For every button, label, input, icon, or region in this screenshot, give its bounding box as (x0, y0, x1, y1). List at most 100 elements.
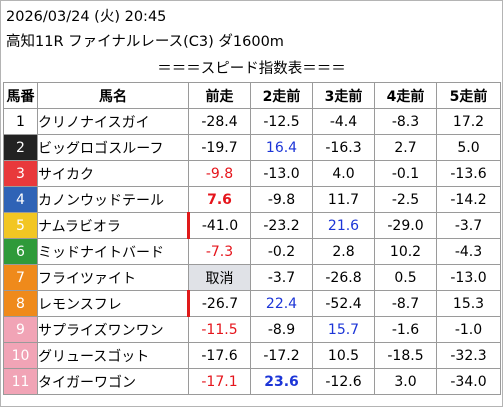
speed-index-cell: -8.9 (250, 316, 313, 343)
speed-index-cell: 2.8 (312, 238, 375, 265)
speed-index-cell: 22.4 (250, 290, 313, 317)
speed-index-cell: 11.7 (312, 186, 375, 213)
speed-index-cell: 16.4 (250, 134, 313, 161)
horse-number-badge: 1 (3, 108, 38, 135)
speed-index-cell: -13.6 (436, 160, 501, 187)
table-row: 9 サプライズワンワン -11.5 -8.9 15.7 -1.6 -1.0 (3, 316, 501, 343)
horse-name: ミッドナイトバード (37, 238, 189, 265)
speed-index-cell: -26.8 (312, 264, 375, 291)
speed-index-cell: -19.7 (188, 134, 251, 161)
speed-index-cell: -8.7 (374, 290, 437, 317)
horse-number-badge: 7 (3, 264, 38, 291)
horse-number-badge: 6 (3, 238, 38, 265)
horse-name: タイガーワゴン (37, 368, 189, 395)
horse-number-badge: 3 (3, 160, 38, 187)
table-row: 10 グリュースゴット -17.6 -17.2 10.5 -18.5 -32.3 (3, 342, 501, 369)
horse-number-badge: 9 (3, 316, 38, 343)
speed-index-cell: -13.0 (436, 264, 501, 291)
table-subtitle: ＝＝＝スピード指数表＝＝＝ (157, 61, 346, 77)
speed-index-cell: 10.2 (374, 238, 437, 265)
speed-index-cell: -12.6 (312, 368, 375, 395)
table-row: 5 ナムラビオラ -41.0 -23.2 21.6 -29.0 -3.7 (3, 212, 501, 239)
speed-index-cell: -1.0 (436, 316, 501, 343)
horse-name: カノンウッドテール (37, 186, 189, 213)
speed-index-cell: -7.3 (188, 238, 251, 265)
horse-number-badge: 10 (3, 342, 38, 369)
speed-index-cell: -3.7 (250, 264, 313, 291)
race-title: 高知11R ファイナルレース(C3) ダ1600m (6, 34, 284, 50)
column-header-last-race: 前走 (188, 82, 251, 109)
speed-index-cell: -18.5 (374, 342, 437, 369)
table-row: 6 ミッドナイトバード -7.3 -0.2 2.8 10.2 -4.3 (3, 238, 501, 265)
horse-name: レモンスフレ (37, 290, 189, 317)
table-row: 11 タイガーワゴン -17.1 23.6 -12.6 3.0 -34.0 (3, 368, 501, 395)
speed-index-cell: 取消 (188, 264, 251, 291)
speed-index-cell: 4.0 (312, 160, 375, 187)
table-row: 4 カノンウッドテール 7.6 -9.8 11.7 -2.5 -14.2 (3, 186, 501, 213)
speed-index-cell: -0.2 (250, 238, 313, 265)
speed-index-cell: -14.2 (436, 186, 501, 213)
column-header-2-races-ago: 2走前 (250, 82, 313, 109)
column-header-3-races-ago: 3走前 (312, 82, 375, 109)
speed-index-table: 馬番 馬名 前走 2走前 3走前 4走前 5走前 1 クリノナイスガイ -28.4-… (3, 82, 501, 395)
speed-index-cell: -34.0 (436, 368, 501, 395)
speed-index-cell: -11.5 (188, 316, 251, 343)
speed-index-cell: 15.7 (312, 316, 375, 343)
speed-index-cell: -17.2 (250, 342, 313, 369)
speed-index-cell: -4.3 (436, 238, 501, 265)
horse-number-badge: 4 (3, 186, 38, 213)
horse-name: ビッグロゴスルーフ (37, 134, 189, 161)
horse-name: グリュースゴット (37, 342, 189, 369)
speed-index-cell: -29.0 (374, 212, 437, 239)
speed-index-cell: -41.0 (187, 212, 251, 239)
speed-index-cell: -9.8 (188, 160, 251, 187)
speed-index-cell: -32.3 (436, 342, 501, 369)
column-header-4-races-ago: 4走前 (374, 82, 437, 109)
speed-index-cell: 3.0 (374, 368, 437, 395)
speed-index-cell: 0.5 (374, 264, 437, 291)
speed-index-cell: -9.8 (250, 186, 313, 213)
speed-index-cell: -1.6 (374, 316, 437, 343)
speed-index-cell: -52.4 (312, 290, 375, 317)
speed-index-cell: -28.4 (188, 108, 251, 135)
column-header-5-races-ago: 5走前 (436, 82, 501, 109)
speed-index-cell: 10.5 (312, 342, 375, 369)
speed-index-cell: -13.0 (250, 160, 313, 187)
horse-number-badge: 8 (3, 290, 38, 317)
speed-index-cell: -23.2 (250, 212, 313, 239)
speed-index-cell: -26.7 (187, 290, 251, 317)
horse-name: ナムラビオラ (37, 212, 189, 239)
speed-index-cell: -0.1 (374, 160, 437, 187)
speed-index-cell: 5.0 (436, 134, 501, 161)
horse-name: サプライズワンワン (37, 316, 189, 343)
horse-name: フライツァイト (37, 264, 189, 291)
speed-index-cell: 7.6 (188, 186, 251, 213)
table-row: 7 フライツァイト 取消 -3.7 -26.8 0.5 -13.0 (3, 264, 501, 291)
table-row: 8 レモンスフレ -26.7 22.4 -52.4 -8.7 15.3 (3, 290, 501, 317)
speed-index-cell: 2.7 (374, 134, 437, 161)
speed-index-cell: -2.5 (374, 186, 437, 213)
speed-index-cell: 23.6 (250, 368, 313, 395)
table-header-row: 馬番 馬名 前走 2走前 3走前 4走前 5走前 (3, 82, 501, 109)
speed-index-cell: -8.3 (374, 108, 437, 135)
speed-index-cell: -3.7 (436, 212, 501, 239)
column-header-number: 馬番 (3, 82, 38, 109)
horse-number-badge: 5 (3, 212, 38, 239)
horse-name: サイカク (37, 160, 189, 187)
speed-index-cell: -12.5 (250, 108, 313, 135)
column-header-horse-name: 馬名 (37, 82, 189, 109)
table-row: 2 ビッグロゴスルーフ -19.7 16.4 -16.3 2.7 5.0 (3, 134, 501, 161)
speed-index-cell: 17.2 (436, 108, 501, 135)
speed-index-cell: -17.6 (188, 342, 251, 369)
speed-index-cell: 15.3 (436, 290, 501, 317)
horse-name: クリノナイスガイ (37, 108, 189, 135)
horse-number-badge: 11 (3, 368, 38, 395)
horse-number-badge: 2 (3, 134, 38, 161)
speed-index-cell: -16.3 (312, 134, 375, 161)
table-row: 3 サイカク -9.8 -13.0 4.0 -0.1 -13.6 (3, 160, 501, 187)
speed-index-cell: 21.6 (312, 212, 375, 239)
race-datetime: 2026/03/24 (火) 20:45 (6, 9, 167, 25)
speed-index-cell: -4.4 (312, 108, 375, 135)
speed-index-cell: -17.1 (188, 368, 251, 395)
